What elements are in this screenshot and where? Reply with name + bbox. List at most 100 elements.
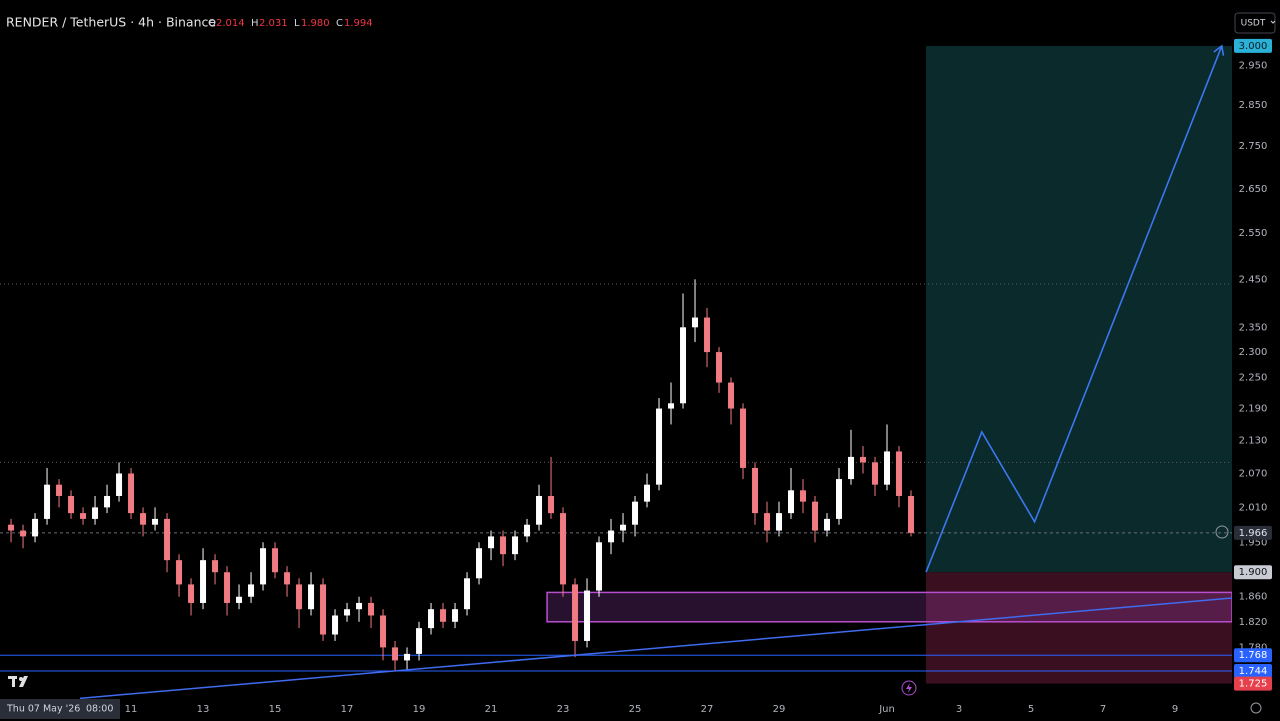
logo-part (19, 676, 28, 687)
y-tick-label: 2.350 (1239, 322, 1268, 333)
x-tick-label: 23 (557, 704, 570, 715)
candle-body (500, 536, 507, 555)
candle-body (668, 403, 675, 409)
x-tick-label: Jun (878, 704, 895, 715)
x-tick-label: 27 (701, 704, 714, 715)
crosshair-date: Thu 07 May '26 (6, 704, 80, 715)
candle-body (680, 327, 687, 404)
candle-body (140, 513, 147, 525)
y-tick-label: 1.950 (1239, 537, 1268, 548)
price-tag (1234, 525, 1272, 540)
candle-body (728, 382, 735, 409)
plot-area (0, 44, 1233, 700)
candle-body (356, 602, 363, 610)
candle-body (836, 479, 843, 519)
ohlc-value: 2.031 (259, 18, 288, 29)
candle-body (20, 530, 27, 537)
price-tag (1234, 565, 1272, 580)
y-tick-label: 1.860 (1239, 592, 1268, 603)
y-tick-label: 2.550 (1239, 228, 1268, 239)
candle-body (440, 609, 447, 622)
candle-body (536, 495, 543, 525)
candle-body (812, 501, 819, 531)
candle-body (56, 484, 63, 496)
price-tag-label: 3.000 (1239, 41, 1268, 52)
x-tick-label: 25 (629, 704, 642, 715)
candle-body (176, 560, 183, 585)
x-tick-label: 13 (197, 704, 210, 715)
candle-body (824, 518, 831, 531)
ohlc-value: 2.014 (216, 18, 245, 29)
ohlc-letter: O (208, 18, 216, 29)
y-tick-label: 2.300 (1239, 347, 1268, 358)
x-tick-label: 17 (341, 704, 354, 715)
candle-body (524, 524, 531, 537)
price-tag (1234, 38, 1272, 53)
candle-body (152, 518, 159, 525)
y-tick-label: 2.250 (1239, 372, 1268, 383)
candle-body (548, 495, 555, 514)
candle-body (380, 615, 387, 648)
tv-logo (8, 676, 28, 687)
candle-body (848, 456, 855, 480)
axis-layer: 2.950 2.850 2.750 2.650 2.550 2.450 2.350 2.300… (0, 38, 1272, 719)
currency-label[interactable]: USDT (1241, 19, 1266, 29)
candle-body (692, 317, 699, 328)
logo-part (19, 677, 23, 681)
price-tag-label: 1.744 (1239, 666, 1268, 677)
ohlc-value: 1.994 (344, 18, 373, 29)
candle-body (116, 473, 123, 496)
y-tick-label: 2.650 (1239, 184, 1268, 195)
candle-body (656, 408, 663, 485)
trend-line (79, 597, 1233, 700)
price-axis (1232, 0, 1280, 721)
crosshair-time: 08:00 (86, 704, 113, 715)
y-tick-label: 2.750 (1239, 141, 1268, 152)
y-tick-label: 2.070 (1239, 468, 1268, 479)
ohlc-letter: H (251, 18, 259, 29)
candle-body (512, 536, 519, 555)
lightning-icon[interactable] (901, 680, 917, 696)
arrow-head (1213, 44, 1225, 56)
ohlc-letter: C (336, 18, 343, 29)
candle-body (704, 317, 711, 353)
projection-path (925, 45, 1223, 573)
candle-body (644, 484, 651, 502)
candle-body (200, 560, 207, 603)
candle-body (296, 584, 303, 610)
candle-body (236, 596, 243, 603)
x-tick-label: 21 (485, 704, 498, 715)
price-tag (1234, 648, 1272, 663)
candle-body (248, 584, 255, 597)
x-tick-label: 3 (956, 704, 962, 715)
x-tick-label: 5 (1028, 704, 1034, 715)
candle-body (428, 609, 435, 629)
candle-body (896, 451, 903, 496)
logo-part (12, 676, 15, 687)
symbol-title: RENDER / TetherUS · 4h · Binance (6, 15, 216, 30)
candle-body (224, 572, 231, 603)
crosshair-time-bg (0, 699, 120, 719)
candle-body (128, 473, 135, 514)
settings-icon[interactable] (1250, 702, 1262, 714)
currency-button[interactable] (1234, 12, 1276, 34)
y-tick-label: 2.010 (1239, 502, 1268, 513)
candle-body (764, 513, 771, 531)
candle-body (368, 602, 375, 616)
candle-body (320, 584, 327, 635)
candle-body (68, 495, 75, 514)
candle-body (476, 548, 483, 579)
y-tick-label: 2.450 (1239, 274, 1268, 285)
candle-body (488, 536, 495, 549)
price-crosshair-icon[interactable] (1215, 525, 1229, 539)
candle-body (632, 501, 639, 525)
price-tag-label: 1.725 (1239, 679, 1268, 690)
ohlc-value: 1.980 (301, 18, 330, 29)
price-tag (1234, 663, 1272, 678)
candle-body (212, 560, 219, 573)
candle-body (584, 590, 591, 641)
candle-body (32, 518, 39, 537)
candle-body (284, 572, 291, 585)
y-tick-label: 2.850 (1239, 100, 1268, 111)
